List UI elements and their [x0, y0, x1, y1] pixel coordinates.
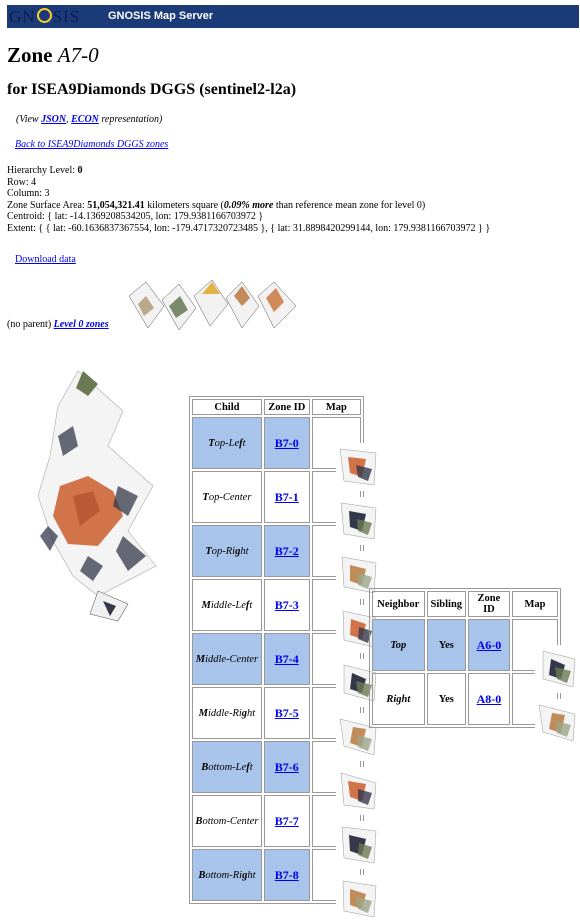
- app-title: GNOSIS Map Server: [108, 10, 214, 22]
- child-zone-id-cell: B7-1: [263, 471, 310, 523]
- level-0-zones-link[interactable]: Level 0 zones: [53, 319, 109, 330]
- neighbor-zone-link[interactable]: A6-0: [476, 637, 502, 652]
- child-position-cell: Middle-Center: [192, 633, 262, 685]
- zone-id-column-header: Zone ID: [263, 399, 310, 415]
- map-column-header: Map: [311, 399, 361, 415]
- neighbor-column-header: Neighbor: [372, 591, 425, 617]
- zone-row: Row: 4: [7, 176, 37, 188]
- child-position-cell: Top-Left: [192, 417, 262, 469]
- map-thumbnail-image: [336, 875, 383, 923]
- child-position-cell: Middle-Left: [192, 579, 262, 631]
- child-zone-link[interactable]: B7-2: [274, 543, 299, 558]
- neighbor-position-cell: Right: [372, 673, 425, 725]
- children-table-header: Child Zone ID Map: [192, 399, 361, 415]
- representation-links: (View JSON, ECON representation): [16, 114, 163, 125]
- neighbor-sibling-cell: Yes: [426, 673, 466, 725]
- child-zone-link[interactable]: B7-0: [274, 435, 299, 450]
- map-thumbnail-image: [336, 767, 383, 815]
- child-map-thumbnail[interactable]: [311, 525, 383, 599]
- neighbor-row: Right Yes A8-0: [372, 673, 580, 747]
- children-table: Child Zone ID Map Top-Left B7-0 Top-Center…: [189, 396, 383, 923]
- back-to-zones-link[interactable]: Back to ISEA9Diamonds DGGS zones: [15, 139, 169, 150]
- map-thumbnail-image: [336, 821, 383, 869]
- extent: Extent: { { lat: -60.1636837367554, lon:…: [7, 222, 491, 234]
- zone-map[interactable]: [28, 366, 163, 636]
- child-map-thumbnail[interactable]: [311, 579, 383, 653]
- top-banner: GN SIS GNOSIS Map Server: [7, 5, 579, 28]
- neighbor-zone-link[interactable]: A8-0: [476, 691, 502, 706]
- child-zone-id-cell: B7-6: [263, 741, 310, 793]
- child-zone-id-cell: B7-4: [263, 633, 310, 685]
- neighbor-position-cell: Top: [372, 619, 425, 671]
- zone-column: Column: 3: [7, 188, 50, 199]
- neighbor-row: Top Yes A6-0: [372, 619, 580, 693]
- child-zone-id-cell: B7-5: [263, 687, 310, 739]
- neighbor-zone-id-cell: A8-0: [467, 673, 510, 725]
- child-zone-link[interactable]: B7-3: [274, 597, 299, 612]
- neighbor-zone-id-cell: A6-0: [467, 619, 510, 671]
- zone-info: Hierarchy Level: 0 Row: 4 Column: 3 Zone…: [7, 165, 490, 234]
- econ-link[interactable]: ECON: [71, 114, 99, 125]
- child-row: Middle-Center B7-4: [192, 633, 383, 707]
- gnosis-logo: GN SIS: [9, 7, 81, 26]
- child-position-cell: Middle-Right: [192, 687, 262, 739]
- map-thumbnail-image: [534, 645, 580, 693]
- child-row: Bottom-Right B7-8: [192, 849, 383, 923]
- level-0-overview-map[interactable]: [124, 276, 304, 336]
- child-row: Top-Left B7-0: [192, 417, 383, 491]
- download-data-link[interactable]: Download data: [15, 254, 76, 265]
- json-link[interactable]: JSON: [41, 114, 67, 125]
- zone-id-column-header: Zone ID: [467, 591, 510, 617]
- child-position-cell: Bottom-Left: [192, 741, 262, 793]
- child-zone-id-cell: B7-2: [263, 525, 310, 577]
- neighbor-sibling-cell: Yes: [426, 619, 466, 671]
- child-zone-id-cell: B7-3: [263, 579, 310, 631]
- page-subtitle: for ISEA9Diamonds DGGS (sentinel2-l2a): [7, 81, 297, 98]
- child-column-header: Child: [192, 399, 262, 415]
- sibling-column-header: Sibling: [426, 591, 466, 617]
- child-position-cell: Bottom-Right: [192, 849, 262, 901]
- child-zone-id-cell: B7-8: [263, 849, 310, 901]
- map-thumbnail-image: [336, 713, 383, 761]
- map-thumbnail-image: [336, 497, 383, 545]
- page-title: Zone A7-0: [7, 43, 99, 67]
- child-zone-link[interactable]: B7-6: [274, 759, 299, 774]
- child-position-cell: Top-Right: [192, 525, 262, 577]
- child-position-cell: Bottom-Center: [192, 795, 262, 847]
- map-column-header: Map: [511, 591, 558, 617]
- child-row: Top-Right B7-2: [192, 525, 383, 599]
- map-thumbnail-image: [534, 699, 580, 747]
- child-position-cell: Top-Center: [192, 471, 262, 523]
- map-thumbnail-image: [336, 443, 383, 491]
- child-zone-link[interactable]: B7-5: [274, 705, 299, 720]
- child-map-thumbnail[interactable]: [311, 417, 383, 491]
- zone-id-heading: A7-0: [57, 43, 99, 67]
- neighbor-map-thumbnail[interactable]: [511, 619, 580, 693]
- surface-area: Zone Surface Area: 51,054,321.41 kilomet…: [7, 199, 426, 211]
- child-row: Middle-Left B7-3: [192, 579, 383, 653]
- child-zone-link[interactable]: B7-4: [274, 651, 299, 666]
- child-map-thumbnail[interactable]: [311, 849, 383, 923]
- child-map-thumbnail[interactable]: [311, 633, 383, 707]
- neighbors-table-header: Neighbor Sibling Zone ID Map: [372, 591, 558, 617]
- child-zone-link[interactable]: B7-8: [274, 867, 299, 882]
- child-zone-link[interactable]: B7-7: [274, 813, 299, 828]
- child-zone-link[interactable]: B7-1: [274, 489, 299, 504]
- parent-info: (no parent) Level 0 zones: [7, 319, 109, 330]
- child-zone-id-cell: B7-0: [263, 417, 310, 469]
- centroid: Centroid: { lat: -14.1369208534205, lon:…: [7, 211, 264, 222]
- hierarchy-level: Hierarchy Level: 0: [7, 165, 83, 176]
- neighbors-table: Neighbor Sibling Zone ID Map Top Yes A6-0 R…: [369, 588, 580, 747]
- child-zone-id-cell: B7-7: [263, 795, 310, 847]
